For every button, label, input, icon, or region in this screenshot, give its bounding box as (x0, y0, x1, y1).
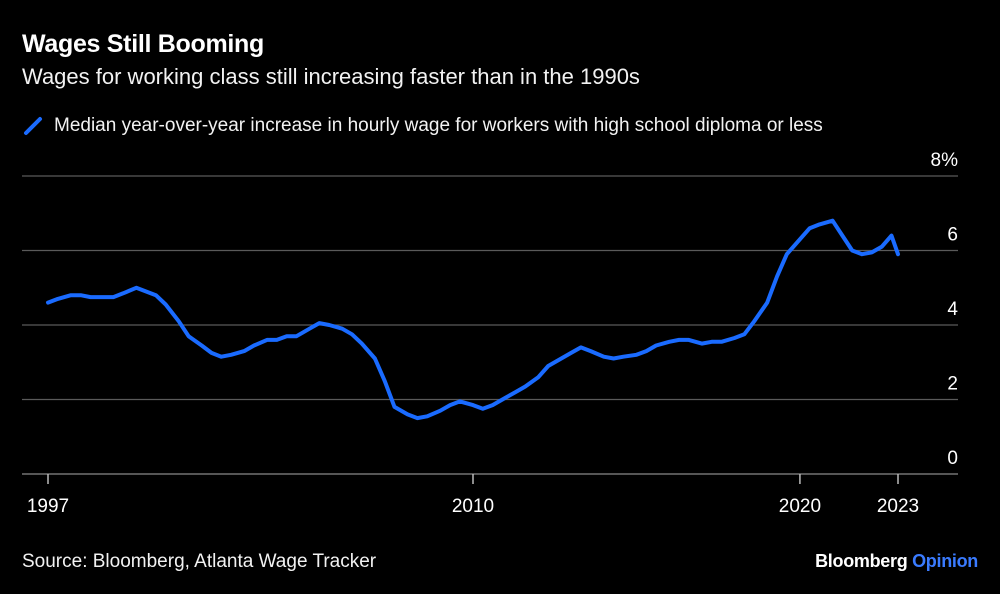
source-note: Source: Bloomberg, Atlanta Wage Tracker (22, 551, 377, 572)
chart-legend: Median year-over-year increase in hourly… (22, 115, 823, 137)
y-tick-label: 8% (931, 150, 959, 171)
series-line (46, 218, 900, 421)
chart-subtitle: Wages for working class still increasing… (22, 64, 640, 89)
x-tick-label: 1997 (27, 496, 69, 517)
y-tick-label: 2 (947, 374, 958, 395)
brand-name: Bloomberg (815, 551, 908, 571)
brand-logo: Bloomberg Opinion (815, 551, 978, 572)
x-tick-label: 2010 (452, 496, 494, 517)
y-tick-label: 6 (947, 225, 958, 246)
y-tick-label: 4 (947, 299, 958, 320)
legend-label: Median year-over-year increase in hourly… (54, 115, 823, 136)
brand-product: Opinion (912, 551, 978, 571)
y-tick-label: 0 (947, 448, 958, 469)
legend-swatch-icon (24, 117, 42, 135)
chart-title: Wages Still Booming (22, 30, 264, 58)
x-tick-label: 2023 (877, 496, 919, 517)
x-tick-label: 2020 (779, 496, 821, 517)
